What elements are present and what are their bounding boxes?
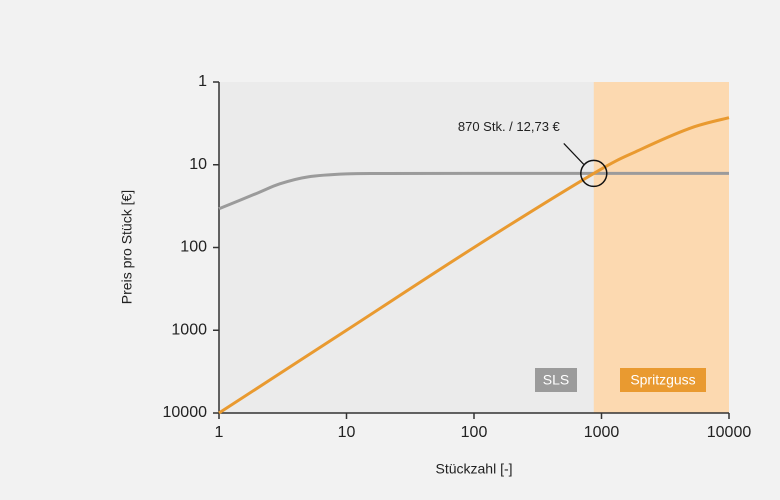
region-label: Spritzguss (630, 372, 695, 388)
y-tick-label: 10000 (163, 404, 208, 421)
annotation-circle (580, 159, 608, 188)
x-tick-label: 10000 (707, 424, 752, 441)
region-label: SLS (543, 372, 569, 388)
y-tick-label: 1000 (171, 321, 207, 338)
x-tick-label: 10 (338, 424, 356, 441)
x-axis-label: Stückzahl [-] (435, 461, 512, 477)
y-tick-label: 10 (189, 156, 207, 173)
highlight-band (593, 82, 729, 413)
region-label-box (620, 368, 706, 392)
annotation-text: 870 Stk. / 12,73 € (458, 119, 561, 134)
region-label-box (535, 368, 577, 392)
x-tick-label: 1000 (584, 424, 620, 441)
y-tick-label: 100 (180, 239, 207, 256)
y-axis-label: Preis pro Stück [€] (119, 190, 135, 304)
axis-layer: 1 10 100 1000 10000 1 10 100 1000 10000 (163, 73, 752, 441)
series-line (218, 171, 729, 211)
line-layer: SLS Spritzguss 870 Stk. / 12,73 € (218, 116, 730, 415)
annotation-leader (563, 143, 585, 165)
series-line (218, 116, 730, 415)
x-tick-label: 100 (461, 424, 488, 441)
x-tick-label: 1 (215, 424, 224, 441)
y-tick-label: 1 (198, 73, 207, 90)
band-layer (593, 82, 729, 413)
